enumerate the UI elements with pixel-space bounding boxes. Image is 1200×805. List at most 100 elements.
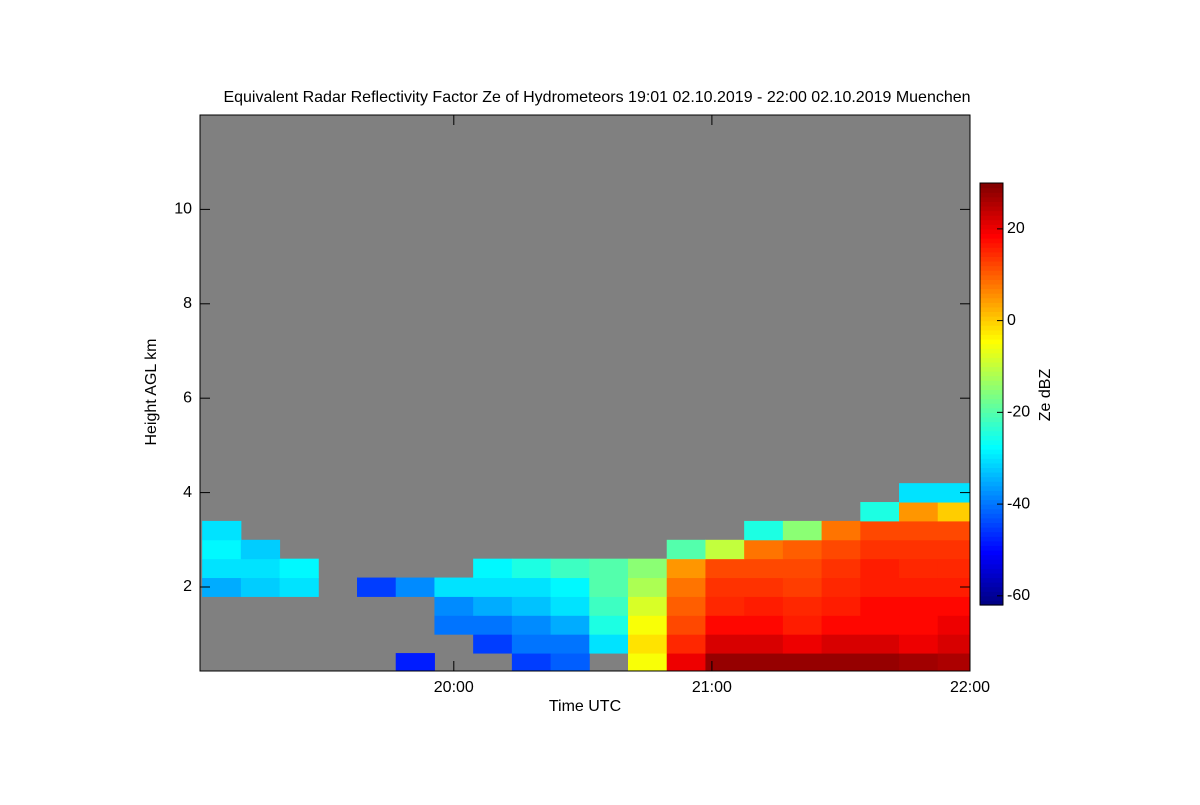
heatmap-cell xyxy=(705,558,745,579)
heatmap-cell xyxy=(705,539,745,560)
colorbar-segment xyxy=(980,394,1003,400)
heatmap-cell xyxy=(202,539,242,560)
heatmap-cell xyxy=(628,558,668,579)
colorbar-segment xyxy=(980,421,1003,427)
heatmap-cell xyxy=(511,577,552,597)
colorbar-segment xyxy=(980,228,1003,235)
colorbar-label: Ze dBZ xyxy=(1037,369,1054,422)
y-tick-label: 4 xyxy=(183,484,192,501)
heatmap-cell xyxy=(628,634,668,654)
colorbar-segment xyxy=(980,398,1003,404)
heatmap-cell xyxy=(860,520,900,541)
colorbar-segment xyxy=(980,513,1003,519)
colorbar-segment xyxy=(980,540,1003,546)
colorbar-segment xyxy=(980,247,1003,253)
colorbar-segment xyxy=(980,545,1003,551)
heatmap-cell xyxy=(899,520,939,541)
heatmap-cell xyxy=(860,653,900,671)
heatmap-cell xyxy=(899,502,939,522)
heatmap-cell xyxy=(550,653,590,671)
colorbar-segment xyxy=(980,329,1003,335)
colorbar-segment xyxy=(980,531,1003,537)
colorbar-segment xyxy=(980,508,1003,514)
heatmap-cell xyxy=(473,596,513,616)
colorbar-segment xyxy=(980,192,1003,198)
colorbar: -60 -40 -20 0 20 xyxy=(979,182,1030,606)
heatmap-cell xyxy=(744,558,784,579)
colorbar-segment xyxy=(980,205,1003,212)
heatmap-cell xyxy=(744,539,784,560)
heatmap-cell xyxy=(202,577,242,597)
heatmap-cell xyxy=(395,653,435,671)
colorbar-segment xyxy=(980,380,1003,386)
heatmap-cell xyxy=(473,615,513,635)
axes: 20:00 21:00 22:00 2 4 6 8 10 xyxy=(174,114,990,696)
heatmap-cell xyxy=(705,596,745,616)
heatmap-cell xyxy=(860,615,900,635)
heatmap-cell xyxy=(202,520,242,541)
colorbar-segment xyxy=(980,458,1003,464)
colorbar-tick-label: -40 xyxy=(1007,495,1030,512)
heatmap-cell xyxy=(279,558,319,579)
heatmap-cell xyxy=(240,539,281,560)
colorbar-segment xyxy=(980,265,1003,271)
heatmap-cell xyxy=(821,634,861,654)
heatmap-cell xyxy=(899,558,939,579)
colorbar-segment xyxy=(980,183,1003,189)
colorbar-segment xyxy=(980,260,1003,267)
heatmap-cell xyxy=(589,558,629,579)
heatmap-cell xyxy=(628,577,668,597)
heatmap-cell xyxy=(666,539,706,560)
heatmap-cell xyxy=(550,596,590,616)
heatmap-cell xyxy=(589,596,629,616)
colorbar-segment xyxy=(980,549,1003,556)
heatmap-cell xyxy=(937,653,970,671)
heatmap-cell xyxy=(511,615,552,635)
heatmap-cell xyxy=(628,615,668,635)
colorbar-segment xyxy=(980,467,1003,473)
colorbar-segment xyxy=(980,504,1003,510)
heatmap-cell xyxy=(434,596,474,616)
heatmap-cell xyxy=(744,577,784,597)
heatmap-cell xyxy=(666,653,706,671)
colorbar-segment xyxy=(980,462,1003,468)
heatmap-cell xyxy=(434,615,474,635)
heatmap-cell xyxy=(589,634,629,654)
heatmap-cell xyxy=(240,558,281,579)
heatmap-cell xyxy=(821,596,861,616)
heatmap-cell xyxy=(744,634,784,654)
heatmap-cell xyxy=(357,577,397,597)
heatmap-cell xyxy=(666,615,706,635)
colorbar-tick-label: 20 xyxy=(1007,220,1025,237)
heatmap-cell xyxy=(937,520,970,541)
colorbar-segment xyxy=(980,568,1003,574)
heatmap-cell xyxy=(937,483,970,503)
heatmap-cell xyxy=(899,615,939,635)
heatmap-cell xyxy=(899,483,939,503)
colorbar-segment xyxy=(980,403,1003,409)
colorbar-segment xyxy=(980,471,1003,478)
colorbar-segment xyxy=(980,306,1003,313)
y-axis-label: Height AGL km xyxy=(143,338,160,445)
heatmap-cell xyxy=(860,634,900,654)
colorbar-segment xyxy=(980,449,1003,455)
colorbar-segment xyxy=(980,559,1003,565)
heatmap-cell xyxy=(782,634,823,654)
colorbar-segment xyxy=(980,297,1003,303)
colorbar-segment xyxy=(980,591,1003,597)
colorbar-segment xyxy=(980,361,1003,368)
colorbar-segment xyxy=(980,371,1003,377)
heatmap-cell xyxy=(937,596,970,616)
y-tick-label: 2 xyxy=(183,578,192,595)
heatmap-cell xyxy=(550,577,590,597)
colorbar-segment xyxy=(980,334,1003,340)
colorbar-segment xyxy=(980,600,1003,606)
colorbar-segment xyxy=(980,527,1003,533)
heatmap-cell xyxy=(511,558,552,579)
colorbar-segment xyxy=(980,187,1003,193)
heatmap-cell xyxy=(589,577,629,597)
heatmap-cell xyxy=(550,615,590,635)
heatmap-cell xyxy=(860,596,900,616)
y-tick-label: 10 xyxy=(174,201,192,218)
colorbar-segment xyxy=(980,407,1003,413)
